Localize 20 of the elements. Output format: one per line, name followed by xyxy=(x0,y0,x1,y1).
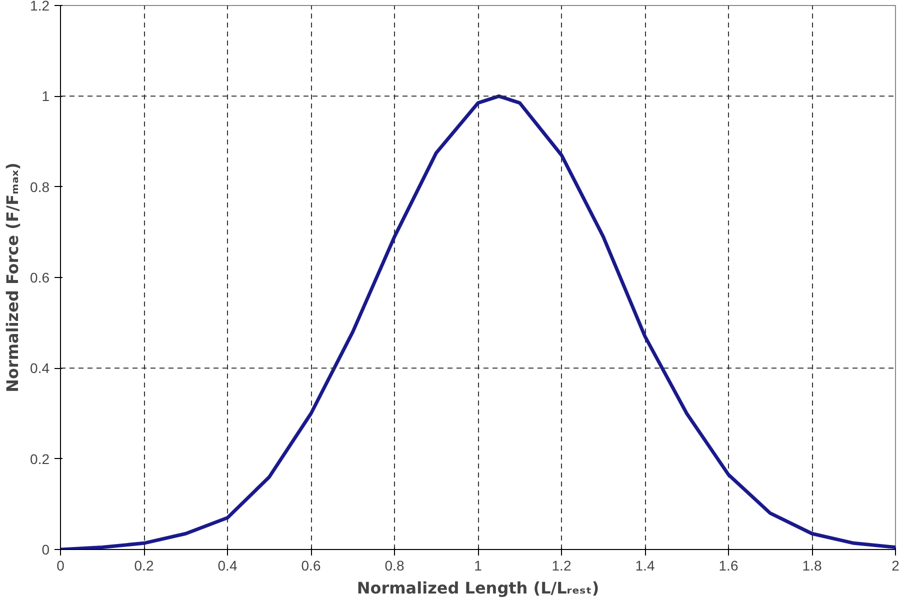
y-tick-label: 0.6 xyxy=(30,270,50,286)
x-tick-label: 1.4 xyxy=(635,558,655,574)
y-tick-label: 0.8 xyxy=(30,178,50,195)
y-tick-label: 1.2 xyxy=(30,0,50,14)
x-tick-label: 0.2 xyxy=(134,558,154,574)
y-tick-label: 1 xyxy=(42,88,50,104)
x-tick-label: 0.6 xyxy=(301,558,321,574)
x-tick-label: 1.2 xyxy=(552,558,572,574)
x-axis-title: Normalized Length (L/Lᵣₑₛₜ) xyxy=(356,578,600,598)
y-tick-label: 0.2 xyxy=(30,450,50,467)
x-tick-label: 0.8 xyxy=(384,558,404,574)
x-tick-label: 1.6 xyxy=(718,558,738,574)
x-tick-label: 0 xyxy=(56,558,65,574)
x-tick-label: 1 xyxy=(474,558,482,574)
y-tick-label: 0 xyxy=(42,542,50,558)
x-tick-label: 0.4 xyxy=(218,558,238,574)
y-axis-title: Normalized Force (F/Fₘₐₓ) xyxy=(3,162,22,392)
x-tick-label: 1.8 xyxy=(802,558,822,574)
x-tick-label: 2 xyxy=(892,558,900,574)
y-tick-label: 0.4 xyxy=(30,360,50,376)
